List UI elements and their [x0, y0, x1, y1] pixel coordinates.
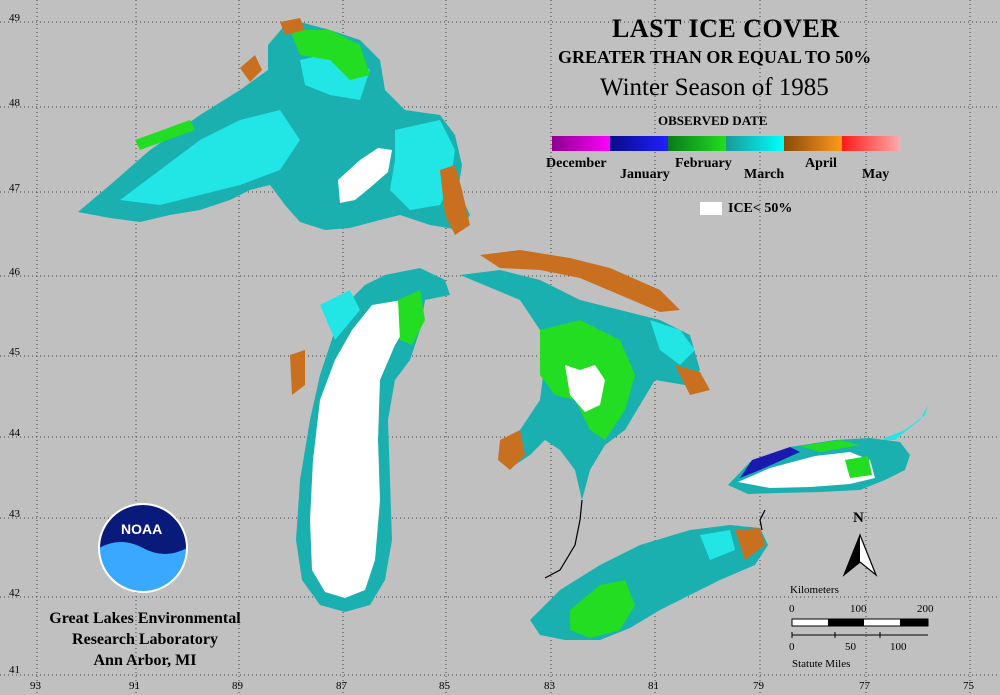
lat-label: 49	[9, 12, 20, 24]
map-subtitle: GREATER THAN OR EQUAL TO 50%	[558, 47, 872, 67]
lat-label: 46	[9, 266, 20, 278]
lon-label: 75	[963, 680, 974, 692]
org-line-3: Ann Arbor, MI	[93, 652, 197, 669]
legend-swatch-december	[552, 136, 610, 151]
lon-label: 85	[439, 680, 450, 692]
legend-label-may: May	[862, 167, 890, 182]
lake-ontario	[728, 405, 928, 494]
lat-label: 45	[9, 346, 20, 358]
legend-label-april: April	[805, 156, 837, 171]
scale-mi-100: 100	[890, 641, 907, 653]
noaa-logo	[98, 503, 188, 593]
map-title: LAST ICE COVER	[612, 14, 840, 43]
lat-label: 43	[9, 508, 20, 520]
scale-km-100: 100	[850, 603, 867, 615]
legend-swatch-february	[668, 136, 726, 151]
scale-mi-50: 50	[845, 641, 856, 653]
legend-color-bar	[552, 136, 900, 151]
lat-label: 42	[9, 587, 20, 599]
legend-label-december: December	[546, 156, 607, 171]
scale-km-0: 0	[789, 603, 795, 615]
scale-mi-title: Statute Miles	[792, 658, 851, 670]
lake-superior	[78, 18, 470, 235]
lat-label: 47	[9, 182, 20, 194]
noaa-logo-text: NOAA	[121, 521, 163, 537]
rivers	[544, 499, 766, 579]
lat-label: 41	[9, 664, 20, 676]
lat-label: 48	[9, 97, 20, 109]
scale-km-200: 200	[917, 603, 934, 615]
ice-legend-label: ICE< 50%	[728, 201, 793, 216]
lon-label: 89	[232, 680, 243, 692]
legend-heading: OBSERVED DATE	[658, 113, 768, 128]
legend-label-march: March	[744, 167, 785, 182]
org-line-1: Great Lakes Environmental	[49, 610, 241, 627]
legend-swatch-april	[784, 136, 842, 151]
lake-michigan	[290, 268, 450, 612]
scale-mi-0: 0	[789, 641, 795, 653]
lat-label: 44	[9, 427, 20, 439]
scale-km-title: Kilometers	[790, 584, 839, 596]
legend-swatch-may	[842, 136, 900, 151]
north-label: N	[853, 510, 864, 526]
lon-label: 83	[544, 680, 555, 692]
lon-label: 77	[859, 680, 870, 692]
lon-label: 87	[336, 680, 347, 692]
ice-swatch	[700, 202, 722, 215]
lon-label: 91	[129, 680, 140, 692]
lon-label: 93	[30, 680, 41, 692]
north-arrow-icon	[842, 533, 878, 577]
lon-label: 79	[753, 680, 764, 692]
lake-huron	[460, 250, 710, 500]
legend-swatch-january	[610, 136, 668, 151]
scale-bar	[791, 618, 929, 638]
organization-credit: Great Lakes Environmental Research Labor…	[20, 608, 270, 671]
legend-label-january: January	[620, 167, 670, 182]
lon-label: 81	[648, 680, 659, 692]
season-title: Winter Season of 1985	[600, 74, 829, 101]
legend-label-february: February	[675, 156, 732, 171]
lake-erie	[530, 525, 768, 640]
legend-swatch-march	[726, 136, 784, 151]
org-line-2: Research Laboratory	[72, 631, 218, 648]
